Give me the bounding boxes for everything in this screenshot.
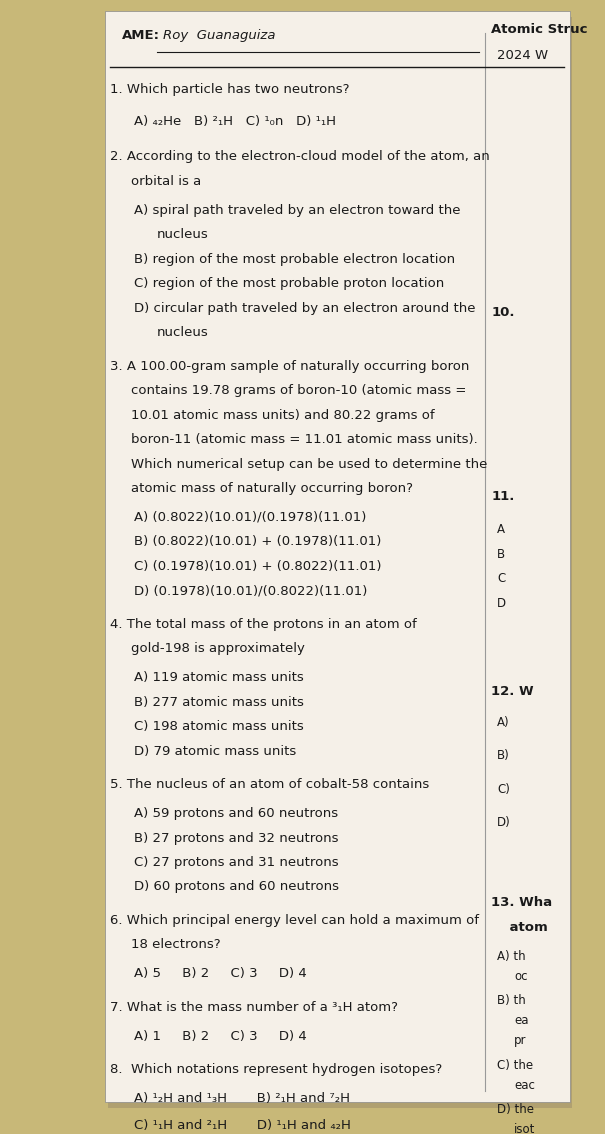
Text: C) region of the most probable proton location: C) region of the most probable proton lo… (134, 277, 444, 290)
Text: boron-11 (atomic mass = 11.01 atomic mass units).: boron-11 (atomic mass = 11.01 atomic mas… (131, 433, 477, 446)
Text: D) the: D) the (497, 1103, 534, 1116)
Text: 4. The total mass of the protons in an atom of: 4. The total mass of the protons in an a… (111, 618, 417, 631)
Text: 8.  Which notations represent hydrogen isotopes?: 8. Which notations represent hydrogen is… (111, 1063, 443, 1076)
Text: A) ₄₂He   B) ²₁H   C) ¹₀n   D) ¹₁H: A) ₄₂He B) ²₁H C) ¹₀n D) ¹₁H (134, 115, 336, 128)
Text: D) (0.1978)(10.01)/(0.8022)(11.01): D) (0.1978)(10.01)/(0.8022)(11.01) (134, 584, 367, 598)
Text: 13. Wha: 13. Wha (491, 896, 552, 909)
FancyBboxPatch shape (105, 11, 569, 1102)
Text: 10.: 10. (491, 306, 515, 319)
Text: 18 electrons?: 18 electrons? (131, 938, 220, 951)
Text: orbital is a: orbital is a (131, 175, 201, 188)
Text: gold-198 is approximately: gold-198 is approximately (131, 642, 305, 655)
Text: A) spiral path traveled by an electron toward the: A) spiral path traveled by an electron t… (134, 204, 460, 217)
Text: A) th: A) th (497, 949, 526, 963)
Text: C) 198 atomic mass units: C) 198 atomic mass units (134, 720, 304, 734)
Text: 7. What is the mass number of a ³₁H atom?: 7. What is the mass number of a ³₁H atom… (111, 1000, 399, 1014)
Text: 10.01 atomic mass units) and 80.22 grams of: 10.01 atomic mass units) and 80.22 grams… (131, 408, 434, 422)
Text: AME:: AME: (122, 29, 160, 42)
Text: pr: pr (514, 1034, 527, 1047)
Text: B: B (497, 548, 505, 560)
Text: 11.: 11. (491, 490, 514, 502)
Text: C): C) (497, 782, 510, 796)
Text: D) 79 atomic mass units: D) 79 atomic mass units (134, 745, 296, 758)
Text: 1. Which particle has two neutrons?: 1. Which particle has two neutrons? (111, 84, 350, 96)
Text: B) (0.8022)(10.01) + (0.1978)(11.01): B) (0.8022)(10.01) + (0.1978)(11.01) (134, 535, 381, 549)
Text: 6. Which principal energy level can hold a maximum of: 6. Which principal energy level can hold… (111, 914, 479, 926)
Text: contains 19.78 grams of boron-10 (atomic mass =: contains 19.78 grams of boron-10 (atomic… (131, 384, 466, 397)
Text: C) (0.1978)(10.01) + (0.8022)(11.01): C) (0.1978)(10.01) + (0.8022)(11.01) (134, 560, 381, 573)
Text: A) 1     B) 2     C) 3     D) 4: A) 1 B) 2 C) 3 D) 4 (134, 1030, 306, 1042)
Text: eac: eac (514, 1078, 535, 1092)
FancyBboxPatch shape (108, 17, 572, 1108)
Text: A: A (497, 523, 505, 536)
Text: D): D) (497, 816, 511, 829)
Text: B) 277 atomic mass units: B) 277 atomic mass units (134, 696, 304, 709)
Text: 2. According to the electron-cloud model of the atom, an: 2. According to the electron-cloud model… (111, 151, 490, 163)
Text: C) the: C) the (497, 1059, 533, 1072)
Text: isot: isot (514, 1123, 535, 1134)
Text: 5. The nucleus of an atom of cobalt-58 contains: 5. The nucleus of an atom of cobalt-58 c… (111, 778, 430, 792)
Text: Atomic Struc: Atomic Struc (491, 24, 587, 36)
Text: ea: ea (514, 1014, 529, 1027)
Text: oc: oc (514, 970, 528, 982)
Text: A) ¹₂H and ¹₃H       B) ²₁H and ⁷₂H: A) ¹₂H and ¹₃H B) ²₁H and ⁷₂H (134, 1092, 350, 1105)
Text: C: C (497, 573, 505, 585)
Text: C) 27 protons and 31 neutrons: C) 27 protons and 31 neutrons (134, 856, 338, 869)
Text: Roy  Guanaguiza: Roy Guanaguiza (163, 29, 275, 42)
Text: atom: atom (491, 921, 548, 933)
Text: A) 5     B) 2     C) 3     D) 4: A) 5 B) 2 C) 3 D) 4 (134, 967, 306, 980)
Text: Which numerical setup can be used to determine the: Which numerical setup can be used to det… (131, 457, 487, 471)
Text: C) ¹₁H and ²₁H       D) ¹₁H and ₄₂H: C) ¹₁H and ²₁H D) ¹₁H and ₄₂H (134, 1119, 350, 1132)
Text: B) 27 protons and 32 neutrons: B) 27 protons and 32 neutrons (134, 831, 338, 845)
Text: B) region of the most probable electron location: B) region of the most probable electron … (134, 253, 455, 265)
Text: 12. W: 12. W (491, 685, 534, 697)
Text: atomic mass of naturally occurring boron?: atomic mass of naturally occurring boron… (131, 482, 413, 494)
Text: 3. A 100.00-gram sample of naturally occurring boron: 3. A 100.00-gram sample of naturally occ… (111, 359, 470, 373)
Text: A): A) (497, 716, 509, 729)
Text: D) 60 protons and 60 neutrons: D) 60 protons and 60 neutrons (134, 880, 339, 894)
Text: D) circular path traveled by an electron around the: D) circular path traveled by an electron… (134, 302, 475, 314)
Text: nucleus: nucleus (157, 327, 209, 339)
Text: A) 119 atomic mass units: A) 119 atomic mass units (134, 671, 304, 684)
Text: nucleus: nucleus (157, 228, 209, 242)
Text: B) th: B) th (497, 995, 526, 1007)
Text: A) (0.8022)(10.01)/(0.1978)(11.01): A) (0.8022)(10.01)/(0.1978)(11.01) (134, 511, 366, 524)
Text: D: D (497, 596, 506, 610)
Text: B): B) (497, 750, 509, 762)
Text: A) 59 protons and 60 neutrons: A) 59 protons and 60 neutrons (134, 807, 338, 820)
Text: 2024 W: 2024 W (497, 49, 548, 62)
